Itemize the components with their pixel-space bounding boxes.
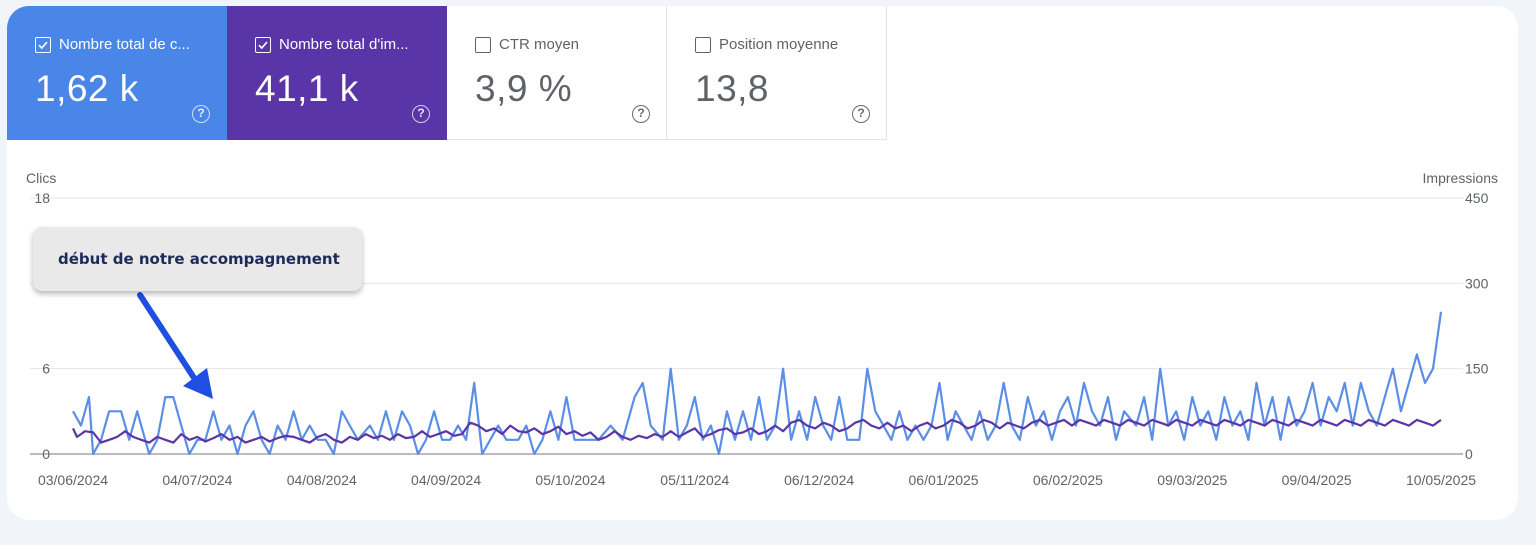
annotation-arrow: [137, 292, 213, 399]
help-icon[interactable]: ?: [632, 105, 650, 123]
x-tick-label: 06/02/2025: [1033, 472, 1103, 488]
x-tick-label: 06/12/2024: [784, 472, 854, 488]
checkbox-checked-icon[interactable]: [35, 36, 51, 53]
y-right-tick-label: 300: [1465, 275, 1489, 291]
card-label: CTR moyen: [499, 36, 580, 53]
card-header: CTR moyen: [475, 36, 579, 53]
x-axis-ticks: 03/06/2024 04/07/2024 04/08/2024 04/09/2024…: [38, 472, 1476, 488]
help-icon[interactable]: ?: [852, 105, 870, 123]
annotation-callout: début de notre accompagnement: [33, 227, 362, 291]
card-label: Nombre total d'im...: [279, 36, 409, 53]
card-average-ctr[interactable]: CTR moyen 3,9 % ?: [447, 6, 667, 140]
metric-cards: Nombre total de c... 1,62 k ? Nombre tot…: [7, 6, 887, 140]
card-value: 13,8: [695, 68, 770, 109]
card-total-clicks[interactable]: Nombre total de c... 1,62 k ?: [7, 6, 227, 140]
y-right-tick-label: 150: [1465, 361, 1489, 377]
y-left-tick-label: 6: [42, 361, 50, 377]
x-tick-label: 03/06/2024: [38, 472, 108, 488]
card-total-impressions[interactable]: Nombre total d'im... 41,1 k ?: [227, 6, 447, 140]
x-tick-label: 05/11/2024: [660, 472, 729, 488]
series-line-impressions: [72, 418, 1442, 444]
card-header: Position moyenne: [695, 36, 838, 53]
card-header: Nombre total d'im...: [255, 36, 409, 53]
x-tick-label: 09/03/2025: [1157, 472, 1227, 488]
series-line-clics: [72, 311, 1443, 456]
x-tick-label: 04/09/2024: [411, 472, 481, 488]
checkbox-checked-icon[interactable]: [255, 36, 271, 53]
card-header: Nombre total de c...: [35, 36, 190, 53]
right-axis-ticks: 0 150 300 450: [1465, 190, 1489, 462]
right-axis-title: Impressions: [1423, 170, 1498, 186]
arrow-head-icon: [183, 368, 213, 399]
left-axis-title: Clics: [26, 170, 56, 186]
card-value: 3,9 %: [475, 68, 573, 109]
card-value: 41,1 k: [255, 68, 359, 109]
x-tick-label: 04/07/2024: [162, 472, 232, 488]
x-tick-label: 06/01/2025: [909, 472, 979, 488]
x-tick-label: 09/04/2025: [1282, 472, 1352, 488]
card-label: Position moyenne: [719, 36, 839, 53]
arrow-shaft: [137, 292, 201, 387]
help-icon[interactable]: ?: [192, 105, 210, 123]
chart-series: [72, 311, 1443, 456]
card-average-position[interactable]: Position moyenne 13,8 ?: [667, 6, 887, 140]
checkbox-unchecked-icon[interactable]: [475, 36, 491, 53]
y-left-tick-label: 18: [34, 190, 50, 206]
checkbox-unchecked-icon[interactable]: [695, 36, 711, 53]
callout-text: début de notre accompagnement: [58, 250, 340, 268]
y-right-tick-label: 0: [1465, 446, 1473, 462]
x-tick-label: 04/08/2024: [287, 472, 357, 488]
y-left-tick-label: 0: [42, 446, 50, 462]
x-tick-label: 10/05/2025: [1406, 472, 1476, 488]
card-value: 1,62 k: [35, 68, 139, 109]
help-icon[interactable]: ?: [412, 105, 430, 123]
x-tick-label: 05/10/2024: [535, 472, 605, 488]
card-label: Nombre total de c...: [59, 36, 190, 53]
y-right-tick-label: 450: [1465, 190, 1489, 206]
